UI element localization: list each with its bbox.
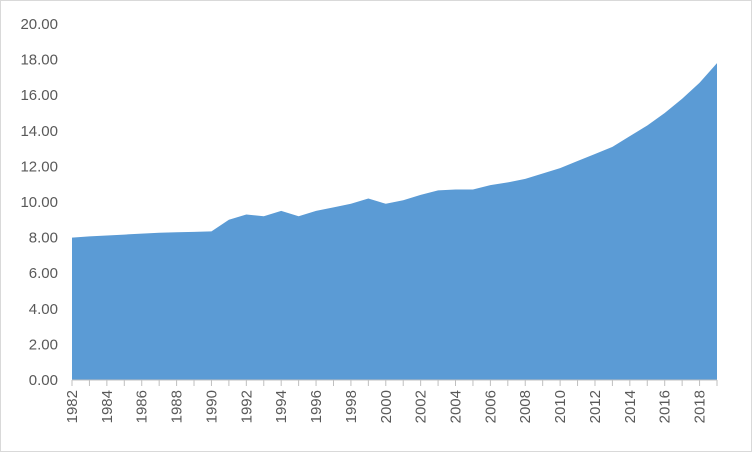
x-tick-label: 1994: [273, 390, 290, 423]
x-tick-label: 2012: [587, 390, 604, 423]
y-tick-label: 16.00: [20, 87, 58, 104]
x-tick-label: 2008: [517, 390, 534, 423]
x-tick-label: 1984: [99, 390, 116, 423]
x-tick-label: 2016: [657, 390, 674, 423]
x-tick-label: 1982: [64, 390, 81, 423]
area-series: [72, 63, 717, 380]
series-area: [72, 63, 717, 380]
x-tick-label: 2006: [482, 390, 499, 423]
y-tick-label: 4.00: [29, 301, 58, 318]
x-tick-label: 2014: [622, 390, 639, 423]
x-tick-label: 1996: [308, 390, 325, 423]
x-tick-label: 2002: [413, 390, 430, 423]
x-tick-label: 1988: [169, 390, 186, 423]
y-tick-label: 18.00: [20, 52, 58, 69]
y-tick-label: 6.00: [29, 265, 58, 282]
x-tick-label: 1992: [238, 390, 255, 423]
y-tick-label: 8.00: [29, 230, 58, 247]
x-tick-label: 2018: [692, 390, 709, 423]
y-tick-label: 20.00: [20, 16, 58, 33]
y-tick-label: 12.00: [20, 158, 58, 175]
y-tick-label: 0.00: [29, 372, 58, 389]
x-tick-label: 1990: [203, 390, 220, 423]
x-axis-tick-labels: 1982 1984 1986 1988 1990 1992 1994 1996 1998 2000…: [64, 390, 709, 423]
x-tick-label: 2010: [552, 390, 569, 423]
y-tick-label: 10.00: [20, 194, 58, 211]
x-tick-label: 2004: [448, 390, 465, 423]
y-tick-label: 14.00: [20, 123, 58, 140]
y-tick-label: 2.00: [29, 336, 58, 353]
x-tick-label: 1986: [134, 390, 151, 423]
axes: [71, 379, 718, 386]
x-tick-label: 1998: [343, 390, 360, 423]
x-tick-label: 2000: [378, 390, 395, 423]
y-axis-tick-labels: 0.00 2.00 4.00 6.00 8.00 10.00 12.00 14.00 16.00…: [20, 16, 58, 389]
